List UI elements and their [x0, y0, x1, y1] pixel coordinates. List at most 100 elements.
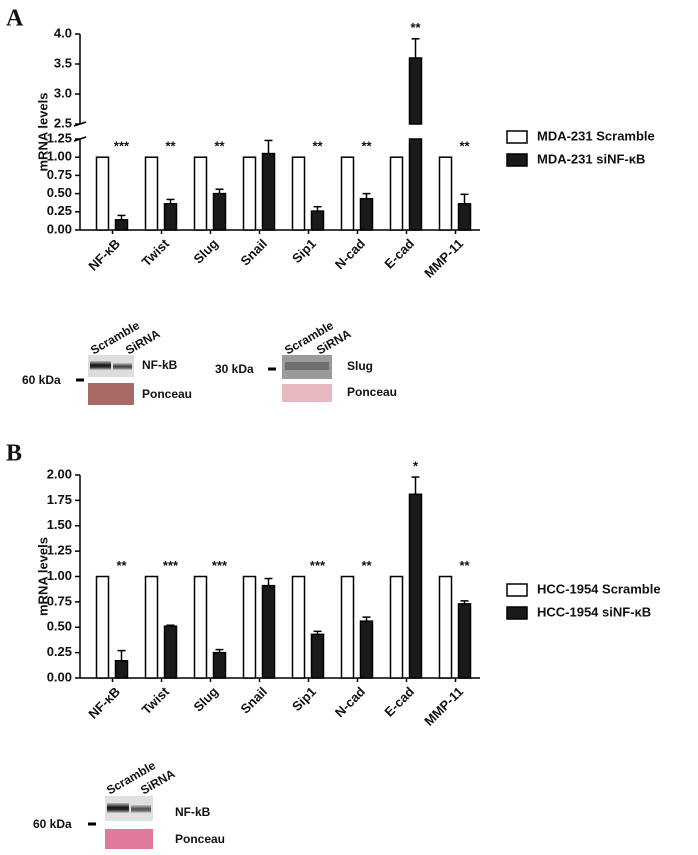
y-tick-label: 1.25: [47, 543, 72, 558]
bar: [457, 203, 472, 231]
panel-label: A: [6, 6, 24, 32]
blot-band: [113, 363, 132, 370]
y-tick-label: 3.0: [54, 85, 72, 100]
x-tick-label: Snail: [237, 236, 270, 269]
y-tick-label: 1.00: [47, 149, 72, 164]
significance: ***: [212, 558, 228, 573]
x-tick-label: Sip1: [289, 236, 319, 266]
bar: [212, 651, 227, 679]
significance: **: [410, 20, 421, 35]
significance: **: [459, 139, 470, 154]
blot: Scramble SiRNA 60 kDa NF-kB Ponceau: [22, 318, 192, 405]
row-label: Slug: [347, 359, 373, 373]
y-tick-label: 0.50: [47, 619, 72, 634]
marker-label: 60 kDa: [22, 373, 61, 387]
x-tick-label: Twist: [139, 235, 173, 269]
y-tick-label: 2.5: [54, 115, 72, 130]
x-tick-label: N-cad: [332, 236, 368, 272]
significance: **: [459, 558, 470, 573]
bar: [163, 203, 178, 231]
bar: [193, 156, 208, 231]
y-tick-label: 1.25: [47, 130, 72, 145]
ponceau-image: [282, 384, 332, 402]
bar: [242, 156, 257, 231]
bar: [340, 156, 355, 231]
ponceau-image: [88, 383, 134, 405]
y-axis-label: mRNA levels: [35, 93, 50, 172]
legend-label: HCC-1954 siNF-κB: [537, 604, 651, 619]
y-tick-label: 0.00: [47, 221, 72, 236]
significance: **: [361, 558, 372, 573]
bar: [291, 156, 306, 231]
significance: **: [361, 139, 372, 154]
y-tick-label: 1.75: [47, 492, 72, 507]
y-tick-label: 0.00: [47, 669, 72, 684]
bar: [310, 633, 325, 679]
legend-swatch: [506, 606, 528, 620]
y-tick-label: 0.75: [47, 593, 72, 608]
legend-swatch: [506, 130, 528, 144]
significance: ***: [114, 139, 130, 154]
panel-label: B: [6, 441, 22, 467]
bar: [242, 575, 257, 679]
x-tick-label: Slug: [191, 236, 222, 267]
significance: **: [312, 139, 323, 154]
legend-swatch: [506, 153, 528, 167]
bar: [438, 575, 453, 679]
x-tick-label: MMP-11: [421, 684, 466, 729]
y-tick-label: 3.5: [54, 55, 72, 70]
y-tick-label: 0.50: [47, 185, 72, 200]
bar: [457, 603, 472, 679]
bar: [291, 575, 306, 679]
blot-band: [285, 362, 329, 370]
y-tick-label: 4.0: [54, 25, 72, 40]
x-tick-label: NF-κB: [85, 236, 123, 274]
bar: [408, 138, 423, 231]
bar: [359, 620, 374, 679]
x-tick-label: E-cad: [381, 684, 417, 720]
legend-swatch: [506, 583, 528, 597]
bar: [389, 156, 404, 231]
bar: [438, 156, 453, 231]
x-tick-label: NF-κB: [85, 684, 123, 722]
blot-band: [131, 805, 151, 813]
blot: Scramble SiRNA 30 kDa Slug Ponceau: [215, 318, 397, 402]
blot-band: [107, 803, 129, 813]
significance: **: [116, 558, 127, 573]
x-tick-label: Slug: [191, 684, 222, 715]
bar: [95, 156, 110, 231]
row-label: NF-kB: [142, 358, 178, 372]
legend-label: MDA-231 Scramble: [537, 128, 655, 143]
x-tick-label: Twist: [139, 683, 173, 717]
significance: ***: [310, 558, 326, 573]
row-label: NF-kB: [175, 805, 211, 819]
ponceau-image: [105, 829, 153, 849]
bar: [144, 156, 159, 231]
bar: [389, 575, 404, 679]
row-label: Ponceau: [347, 385, 397, 399]
x-tick-label: Sip1: [289, 684, 319, 714]
row-label: Ponceau: [175, 832, 225, 846]
x-tick-label: N-cad: [332, 684, 368, 720]
significance: **: [165, 139, 176, 154]
bar: [261, 152, 276, 231]
y-tick-label: 1.50: [47, 517, 72, 532]
bar: [310, 210, 325, 231]
bar: [408, 57, 423, 125]
bar: [193, 575, 208, 679]
y-axis-label: mRNA levels: [35, 537, 50, 616]
bar: [212, 192, 227, 231]
y-tick-label: 1.00: [47, 568, 72, 583]
x-tick-label: Snail: [237, 684, 270, 717]
bar: [359, 197, 374, 231]
bar: [114, 219, 129, 231]
bar: [340, 575, 355, 679]
marker-label: 30 kDa: [215, 362, 254, 376]
significance: *: [413, 458, 419, 473]
bar: [261, 584, 276, 679]
marker-label: 60 kDa: [33, 817, 72, 831]
y-tick-label: 0.25: [47, 203, 72, 218]
bar: [114, 659, 129, 679]
blot-band: [90, 361, 111, 370]
